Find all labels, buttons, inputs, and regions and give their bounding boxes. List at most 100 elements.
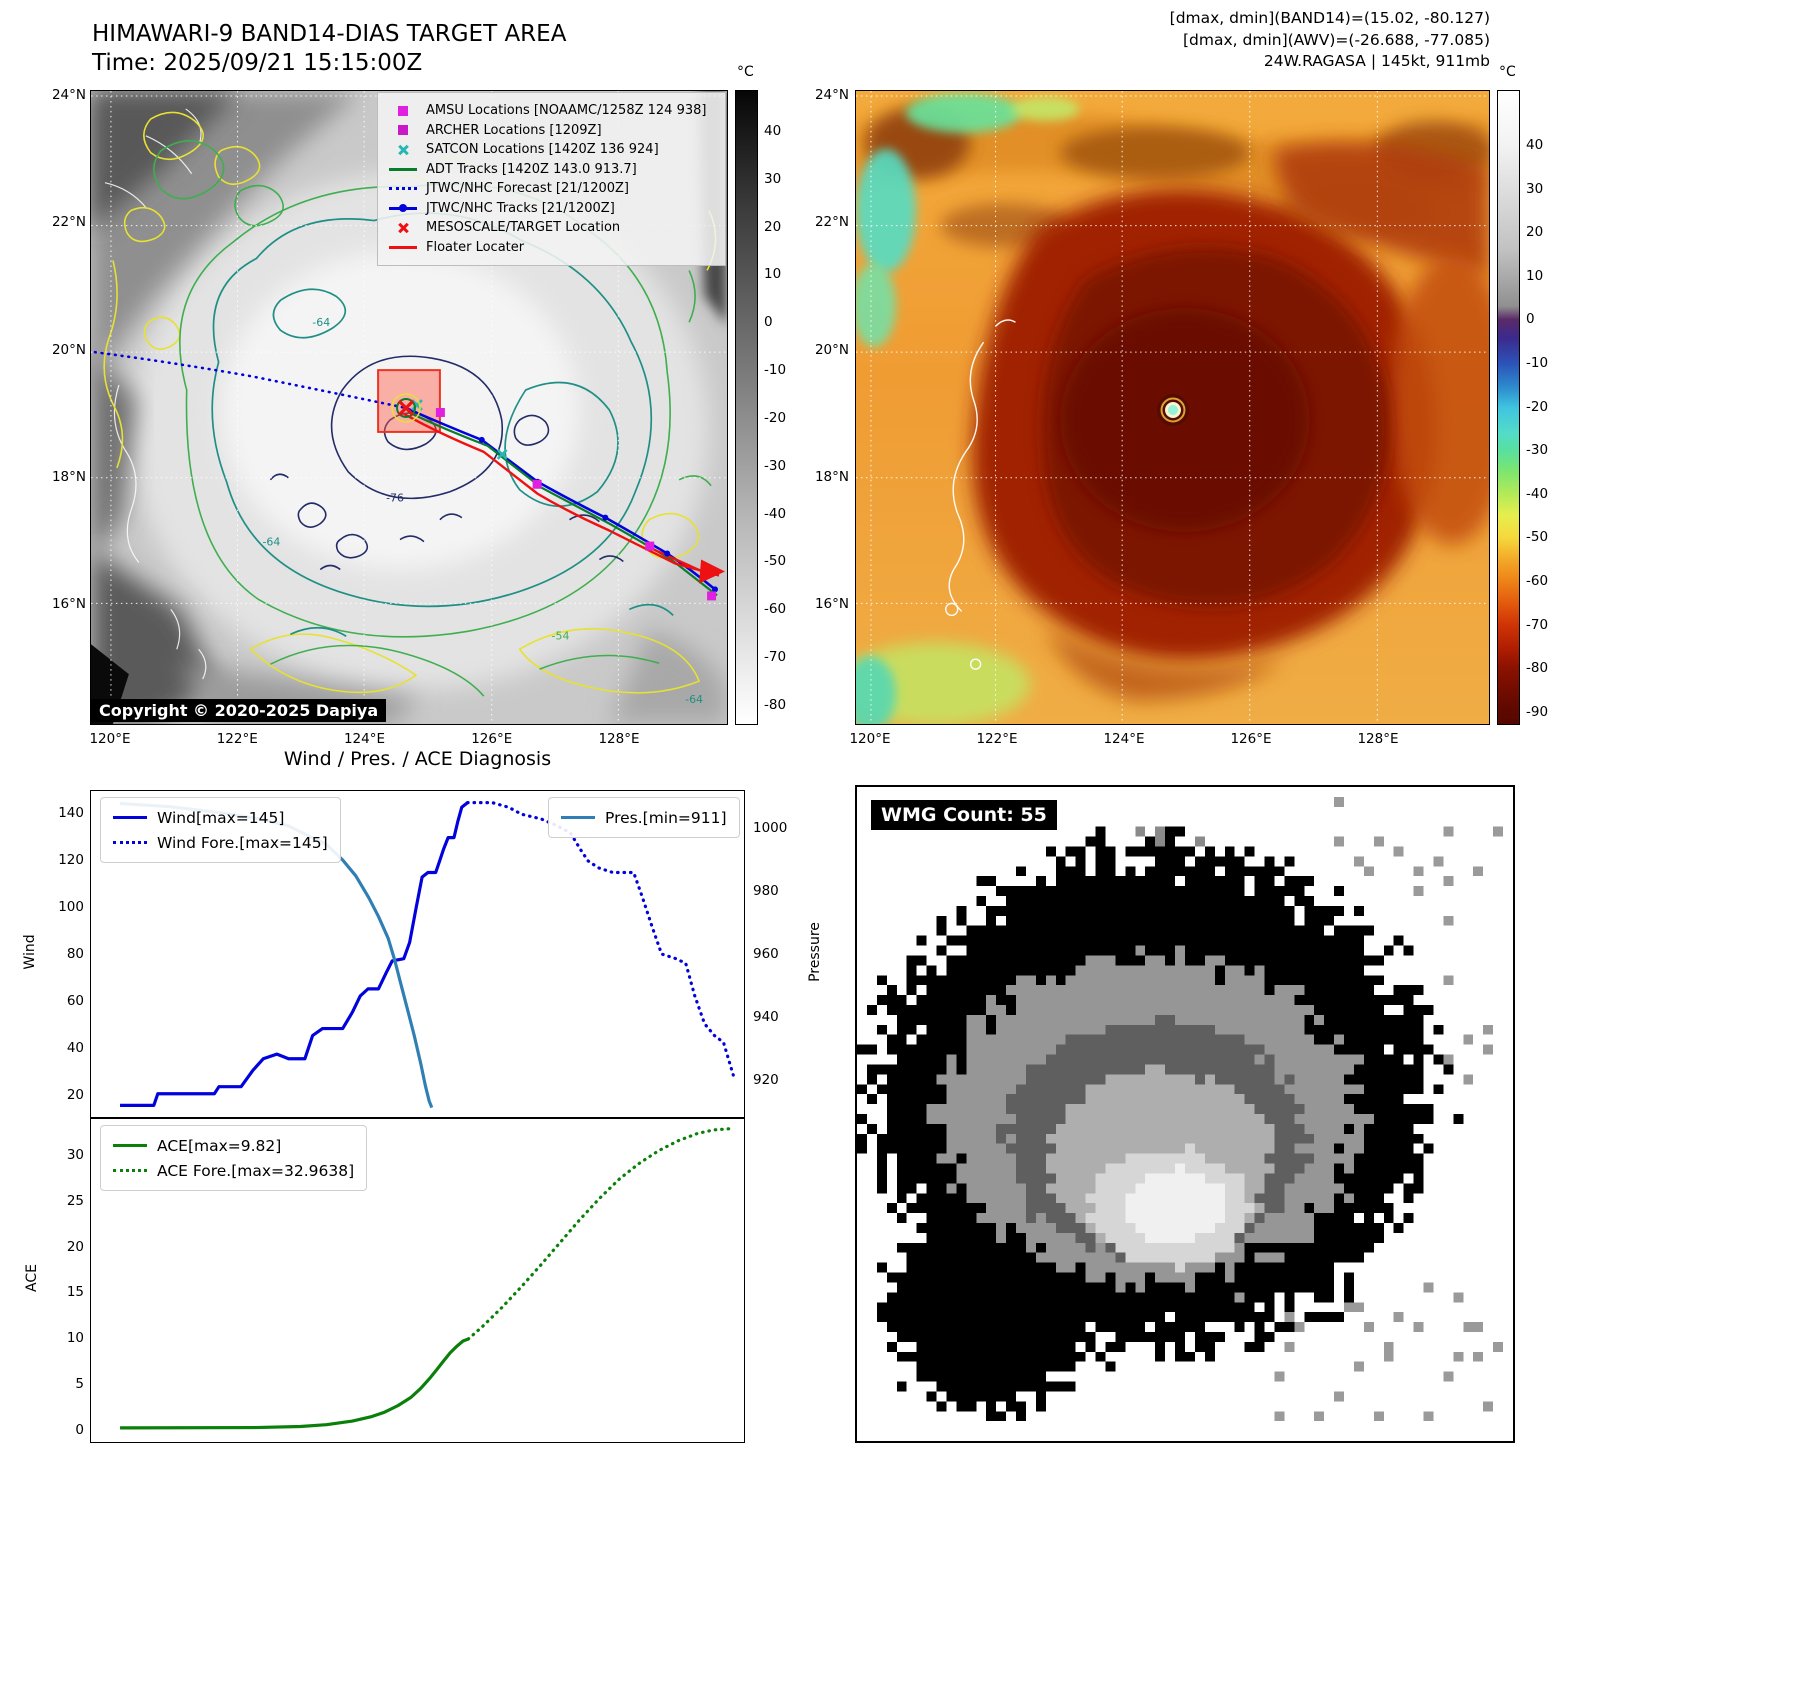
legend-row: ARCHER Locations [1209Z] [388,121,715,141]
legend-marker-icon [389,187,417,191]
tr-colorbar-ticks: 40 30 20 10 0 -10 -20 -30 -40 -50 -60 -70 -80 -90 [1526,137,1566,720]
colorbar-tick: -10 [1526,355,1549,372]
ir-cloud-shading [91,91,727,724]
mesoscale-target-x [397,399,415,417]
legend-marker-icon [397,222,409,234]
y-tick: 980 [753,883,779,899]
pressure-axis-label: Pressure [807,922,823,982]
coastlines [104,108,207,680]
y-tick: 15 [66,1284,84,1301]
wmg-count-badge: WMG Count: 55 [871,800,1057,830]
colorbar-tick: -30 [764,457,787,474]
band14-time-subtitle: Time: 2025/09/21 15:15:00Z [92,50,423,76]
colorbar-tick: -90 [1526,703,1549,720]
colorbar-tick: -40 [1526,485,1549,502]
colorbar-tick: -80 [1526,660,1549,677]
legend-marker-icon [397,144,409,156]
legend-row: Pres.[min=911] [561,805,727,830]
legend-row: AMSU Locations [NOAAMC/1258Z 124 938] [388,101,715,121]
y-tick: 20 [66,1087,84,1103]
wmg-panel: WMG Count: 55 [855,785,1515,1443]
dmax-dmin-awv: [dmax, dmin](AWV)=(-26.688, -77.085) [1183,30,1490,49]
legend-marker-icon [398,105,408,116]
y-tick: 0 [75,1421,84,1438]
wind-line-sample [113,816,147,819]
colorbar-tick: 20 [764,218,782,235]
jtwc-forecast-track [93,350,408,410]
y-tick: 5 [75,1376,84,1393]
legend-row: Wind Fore.[max=145] [113,830,328,855]
y-tick: 20 [66,1238,84,1255]
copyright-banner: Copyright © 2020-2025 Dapiya [91,699,387,722]
legend-label: Floater Locater [426,239,525,255]
lon-tick: 126°E [1230,731,1272,747]
y-tick: 960 [753,946,779,962]
legend-row: JTWC/NHC Tracks [21/1200Z] [388,199,715,219]
colorbar-tick: 20 [1526,224,1544,241]
colorbar-tick: -20 [764,409,787,426]
amsu-archer-markers [435,407,717,601]
pressure-legend: Pres.[min=911] [548,797,740,838]
colorbar-tick: -20 [1526,398,1549,415]
band14-map-legend: AMSU Locations [NOAAMC/1258Z 124 938] AR… [377,92,726,266]
central-dense-overcast [972,142,1489,702]
lat-tick: 24°N [51,87,86,103]
lat-tick: 20°N [51,341,86,358]
lon-tick: 128°E [1357,731,1399,747]
colorbar-tick: -50 [1526,529,1549,546]
legend-marker-icon [389,245,417,249]
legend-marker-icon [389,204,417,213]
ace-line-sample [113,1144,147,1147]
colorbar-tick: -80 [764,696,787,713]
storm-eye [1157,394,1189,426]
legend-marker-icon [389,167,417,171]
tl-lat-axis: 24°N 22°N 20°N 18°N 16°N [38,87,86,612]
wind-legend: Wind[max=145] Wind Fore.[max=145] [100,797,341,863]
lat-tick: 16°N [51,596,86,612]
colorbar-tick: -10 [764,362,787,379]
ace-forecast-sample [113,1169,147,1172]
colorbar-tick: 40 [1526,137,1544,153]
lat-tick: 18°N [814,468,849,485]
contour-labels: -64 -76 -64 -54 -64 [262,316,703,706]
y-tick: 30 [66,1147,84,1163]
storm-center [391,393,421,423]
ace-legend: ACE[max=9.82] ACE Fore.[max=32.9638] [100,1125,368,1191]
pressure-y-axis: 1000 980 960 940 920 [753,820,803,1088]
tl-lon-axis: 120°E 122°E 124°E 126°E 128°E [70,731,659,747]
colorbar-tick: 30 [1526,180,1544,197]
legend-row: ACE[max=9.82] [113,1133,354,1158]
colorbar-tick: -60 [764,601,787,618]
legend-row: MESOSCALE/TARGET Location [388,218,715,238]
legend-label: SATCON Locations [1420Z 136 924] [426,142,659,158]
tl-colorbar-ticks: 40 30 20 10 0 -10 -20 -30 -40 -50 -60 -70 -80 [764,123,804,713]
colorbar-tick: 0 [1526,311,1535,328]
legend-marker-icon [398,125,408,136]
y-tick: 1000 [753,820,788,836]
y-tick: 920 [753,1072,779,1088]
pressure-legend-label: Pres.[min=911] [605,808,727,827]
tr-lat-axis: 24°N 22°N 20°N 18°N 16°N [799,87,849,612]
contour-label: -64 [685,693,703,706]
diagnosis-title: Wind / Pres. / ACE Diagnosis [283,748,552,770]
wind-forecast-sample [113,841,147,844]
y-tick: 80 [66,946,84,962]
contour-label: -64 [312,316,330,329]
colorbar-tick: 0 [764,314,773,331]
colorbar-tick: 30 [764,170,782,187]
wind-axis-label: Wind [22,934,38,970]
lat-tick: 20°N [814,341,849,358]
legend-label: JTWC/NHC Forecast [21/1200Z] [426,181,629,197]
lat-tick: 22°N [51,214,86,231]
legend-row: ADT Tracks [1420Z 143.0 913.7] [388,160,715,180]
colorbar-tick: -60 [1526,573,1549,590]
y-tick: 10 [66,1330,84,1347]
lat-tick: 22°N [814,214,849,231]
wmg-pixel-image [857,787,1513,1441]
y-tick: 140 [58,805,84,821]
philippines-coastline [945,319,1016,670]
y-tick: 40 [66,1040,84,1056]
legend-label: JTWC/NHC Tracks [21/1200Z] [426,200,615,216]
contour-label: -64 [262,536,280,549]
lon-tick: 124°E [343,731,386,747]
